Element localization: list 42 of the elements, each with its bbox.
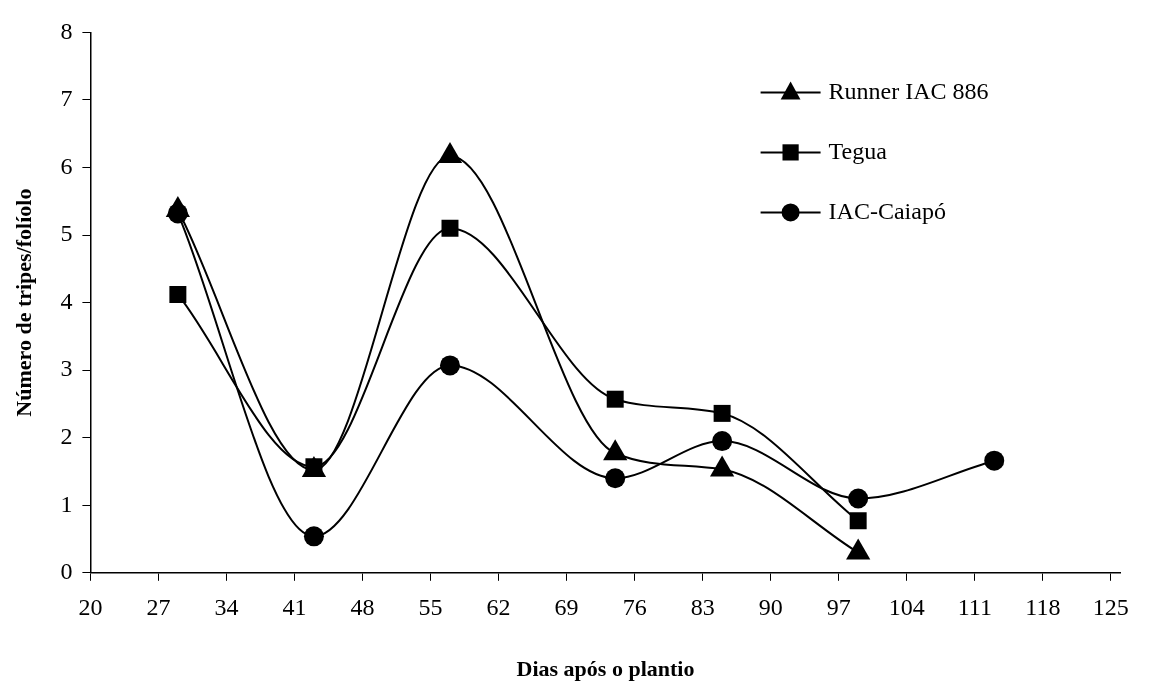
point — [605, 468, 626, 489]
y-axis-title: Número de tripes/folíolo — [10, 188, 36, 417]
point — [713, 404, 731, 422]
y-tick-label: 0 — [60, 558, 73, 585]
y-tick-label: 4 — [60, 287, 73, 314]
x-tick-label: 90 — [758, 594, 783, 621]
legend-label: Tegua — [828, 137, 888, 164]
x-tick-label: 69 — [554, 594, 579, 621]
x-tick-label: 62 — [486, 594, 511, 621]
x-tick-label: 34 — [214, 594, 239, 621]
x-tick-label: 76 — [622, 594, 647, 621]
x-tick-label: 20 — [78, 594, 103, 621]
point — [984, 450, 1005, 471]
x-axis-title: Dias após o plantio — [516, 656, 695, 682]
y-tick-label: 3 — [60, 355, 73, 382]
point — [303, 526, 324, 547]
x-tick-label: 55 — [418, 594, 443, 621]
x-tick-label: 118 — [1025, 594, 1061, 621]
point — [848, 488, 869, 509]
x-tick-label: 48 — [350, 594, 375, 621]
x-tick-label: 111 — [957, 594, 992, 621]
point — [441, 219, 459, 237]
y-tick-label: 2 — [60, 423, 73, 449]
point — [439, 355, 460, 376]
x-tick-label: 27 — [146, 594, 171, 621]
x-tick-label: 97 — [826, 594, 851, 621]
point — [606, 390, 624, 408]
x-tick-label: 41 — [282, 594, 307, 621]
x-tick-label: 83 — [690, 594, 715, 621]
y-tick-label: 6 — [60, 152, 73, 179]
legend-label: Runner IAC 886 — [828, 77, 989, 104]
point — [169, 286, 187, 303]
x-tick-label: 104 — [888, 594, 925, 621]
x-tick-label: 125 — [1092, 594, 1129, 621]
point — [712, 431, 733, 452]
y-tick-label: 8 — [60, 17, 73, 44]
y-tick-label: 5 — [60, 220, 73, 247]
y-tick-label: 7 — [60, 85, 73, 112]
y-tick-label: 1 — [60, 490, 73, 517]
point — [167, 203, 188, 224]
legend-label: IAC-Caiapó — [828, 197, 946, 224]
point — [849, 512, 867, 530]
